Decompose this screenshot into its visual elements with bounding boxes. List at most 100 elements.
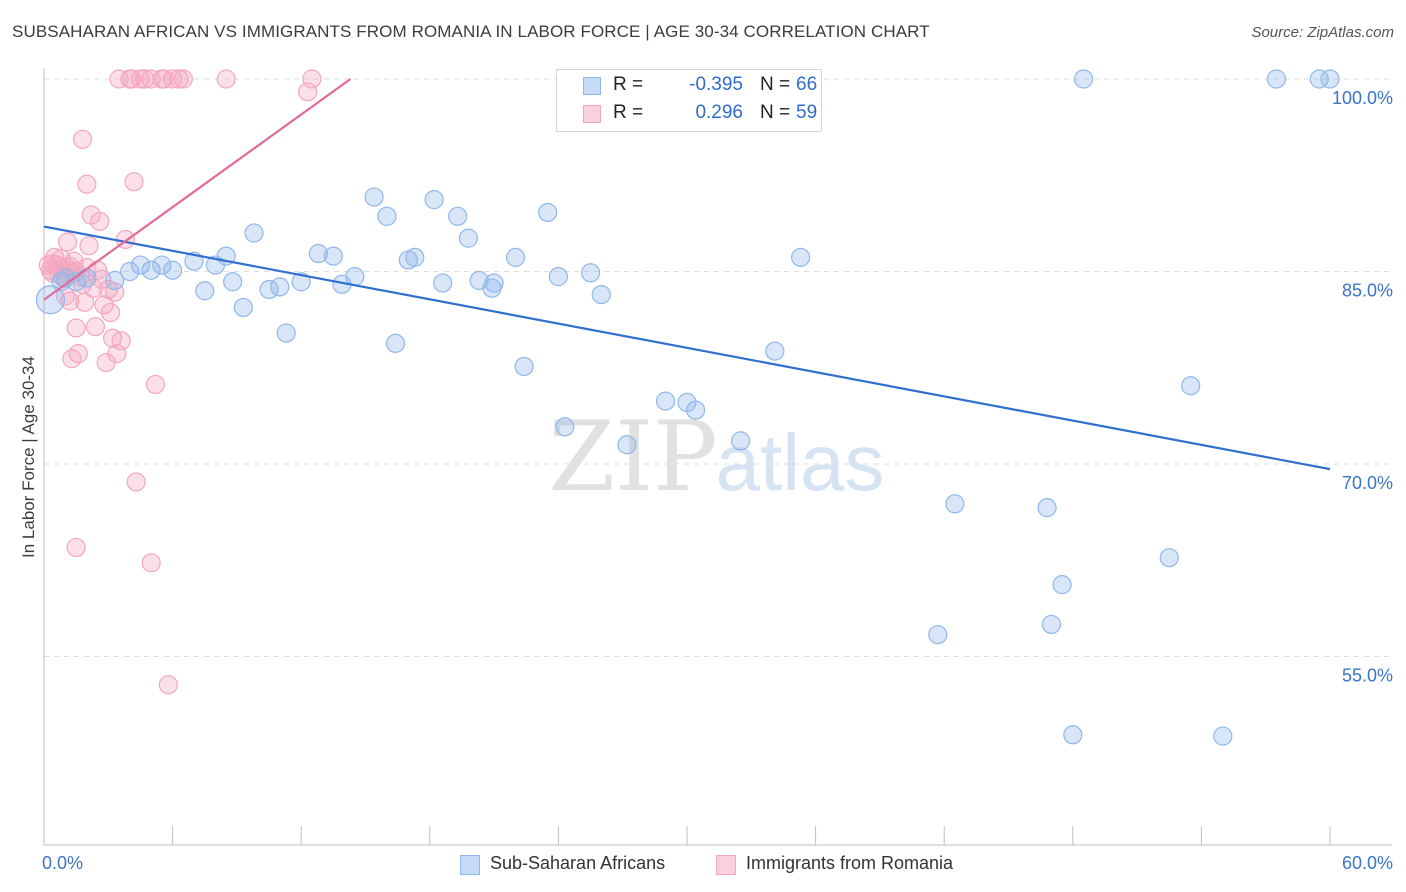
subsaharan-point bbox=[120, 261, 140, 282]
romania-point bbox=[94, 295, 114, 315]
subsaharan-point bbox=[35, 285, 66, 315]
subsaharan-point bbox=[270, 277, 290, 297]
subsaharan-point bbox=[790, 247, 811, 267]
r-label: R = bbox=[613, 102, 644, 123]
subsaharan-point bbox=[1073, 69, 1094, 89]
series-legend: Sub-Saharan Africans Immigrants from Rom… bbox=[0, 852, 1406, 878]
n-label: N = bbox=[760, 102, 791, 123]
subsaharan-point bbox=[580, 263, 601, 283]
points-layer bbox=[35, 69, 1340, 746]
subsaharan-point bbox=[591, 285, 611, 305]
romania-point bbox=[173, 69, 193, 89]
n-value: 59 bbox=[796, 102, 818, 123]
subsaharan-point bbox=[1037, 498, 1057, 518]
romania-point bbox=[105, 282, 125, 302]
subsaharan-point bbox=[1181, 376, 1201, 396]
x-tick-label: 0.0% bbox=[42, 853, 83, 873]
axis-layer bbox=[43, 68, 1392, 846]
r-value: 0.296 bbox=[695, 102, 743, 123]
subsaharan-point bbox=[555, 417, 575, 437]
romania-point bbox=[75, 292, 95, 312]
y-tick-label: 85.0% bbox=[1342, 281, 1393, 301]
trend-layer bbox=[43, 78, 1331, 471]
subsaharan-point bbox=[152, 255, 172, 275]
subsaharan-point bbox=[77, 268, 97, 288]
romania-point bbox=[216, 69, 236, 89]
romania-trendline bbox=[43, 78, 352, 301]
source-label: Source: ZipAtlas.com bbox=[1251, 24, 1394, 41]
chart-title: SUBSAHARAN AFRICAN VS IMMIGRANTS FROM RO… bbox=[12, 22, 930, 41]
romania-point bbox=[57, 232, 78, 252]
subsaharan-point bbox=[505, 247, 526, 267]
subsaharan-point bbox=[195, 281, 215, 301]
romania-point bbox=[66, 537, 86, 558]
x-tick-label: 60.0% bbox=[1342, 853, 1393, 873]
romania-point bbox=[107, 344, 127, 364]
subsaharan-point bbox=[928, 625, 948, 645]
romania-point bbox=[66, 318, 86, 338]
subsaharan-point bbox=[364, 187, 384, 207]
romania-point bbox=[100, 302, 121, 323]
subsaharan-point bbox=[1266, 69, 1287, 89]
romania-point bbox=[79, 236, 99, 256]
subsaharan-point bbox=[730, 431, 751, 451]
stats-legend: R = -0.395 N = 66 R = 0.296 N = 59 bbox=[556, 69, 822, 132]
romania-point bbox=[169, 69, 189, 89]
subsaharan-legend-swatch bbox=[460, 855, 480, 875]
subsaharan-trendline bbox=[43, 225, 1331, 471]
n-label: N = bbox=[760, 74, 791, 95]
label-layer: 100.0% 85.0% 70.0% 55.0% 0.0% 60.0% In Labor F… bbox=[19, 88, 1393, 873]
romania-point bbox=[111, 331, 131, 351]
romania-point bbox=[124, 172, 144, 192]
romania-point bbox=[158, 675, 178, 695]
romania-point bbox=[68, 344, 88, 364]
subsaharan-point bbox=[276, 323, 296, 343]
romania-point bbox=[85, 317, 106, 337]
romania-point bbox=[135, 69, 155, 89]
subsaharan-point bbox=[405, 247, 425, 267]
romania-point bbox=[62, 349, 82, 369]
romania-point bbox=[126, 472, 146, 492]
subsaharan-point bbox=[377, 206, 397, 226]
subsaharan-point bbox=[655, 391, 676, 411]
subsaharan-point bbox=[617, 435, 637, 455]
romania-point bbox=[72, 129, 93, 149]
subsaharan-point bbox=[385, 333, 406, 353]
subsaharan-point bbox=[458, 228, 478, 248]
subsaharan-point bbox=[1213, 726, 1233, 746]
romania-point bbox=[60, 291, 80, 311]
legend-label: Sub-Saharan Africans bbox=[490, 853, 666, 873]
romania-legend-swatch bbox=[716, 855, 736, 875]
subsaharan-point bbox=[514, 356, 534, 377]
watermark: ZIP atlas bbox=[548, 401, 884, 513]
romania-point bbox=[77, 174, 97, 194]
legend-label: Immigrants from Romania bbox=[746, 853, 954, 873]
subsaharan-point bbox=[223, 272, 243, 292]
y-axis-label: In Labor Force | Age 30-34 bbox=[19, 356, 38, 558]
subsaharan-point bbox=[538, 202, 558, 223]
subsaharan-point bbox=[1052, 575, 1072, 595]
subsaharan-point bbox=[244, 223, 264, 243]
subsaharan-point bbox=[105, 270, 125, 291]
romania-swatch bbox=[583, 105, 601, 123]
romania-point bbox=[302, 69, 322, 89]
subsaharan-point bbox=[308, 243, 328, 264]
romania-point bbox=[145, 374, 166, 395]
romania-point bbox=[141, 553, 161, 573]
subsaharan-point bbox=[323, 246, 343, 266]
y-tick-label: 70.0% bbox=[1342, 473, 1393, 493]
subsaharan-point bbox=[1320, 69, 1340, 89]
subsaharan-point bbox=[1309, 69, 1329, 89]
subsaharan-point bbox=[685, 400, 706, 420]
subsaharan-point bbox=[424, 190, 444, 210]
subsaharan-point bbox=[1063, 725, 1083, 745]
watermark-zip: ZIP bbox=[548, 401, 717, 513]
subsaharan-point bbox=[433, 273, 453, 293]
romania-point bbox=[90, 211, 110, 232]
r-label: R = bbox=[613, 74, 644, 95]
subsaharan-point bbox=[130, 255, 151, 275]
subsaharan-point bbox=[141, 260, 161, 280]
subsaharan-point bbox=[945, 494, 965, 514]
romania-point bbox=[163, 69, 183, 89]
y-tick-label: 55.0% bbox=[1342, 666, 1393, 686]
